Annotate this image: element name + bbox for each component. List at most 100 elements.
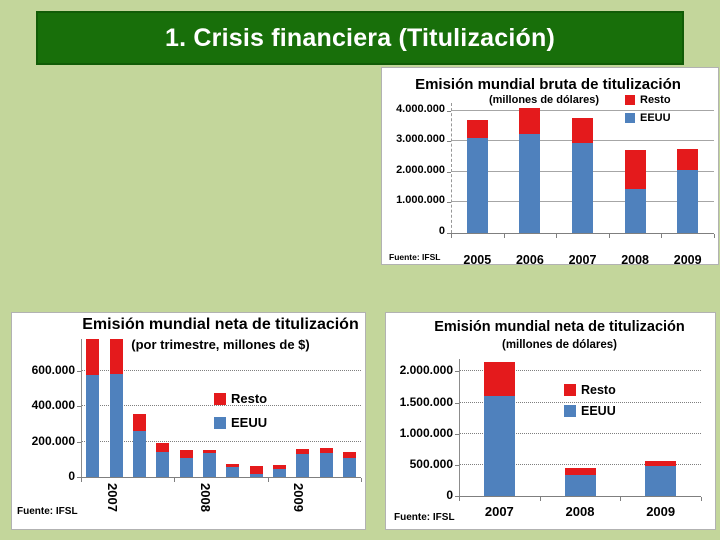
bar-2009-t2 xyxy=(296,448,310,477)
bar-2006 xyxy=(519,107,541,233)
bar-segment-eeuu xyxy=(677,170,699,233)
legend-swatch-icon xyxy=(625,113,635,123)
bar-segment-eeuu xyxy=(226,466,240,477)
chart-subtitle: (por trimestre, millones de $) xyxy=(131,337,310,352)
x-axis-tick-mark xyxy=(701,497,702,501)
y-axis-tick-label: 0 xyxy=(438,225,445,237)
x-axis-label: 2006 xyxy=(515,253,544,267)
y-axis-tick-label: 500.000 xyxy=(409,456,453,471)
bar-2009-t4 xyxy=(342,452,356,477)
bar-segment-resto xyxy=(519,107,541,134)
chart-panel-net-annual: Emisión mundial neta de titulización (mi… xyxy=(385,312,716,530)
bar-segment-eeuu xyxy=(319,453,333,477)
bar-segment-eeuu xyxy=(572,142,593,233)
y-axis-tick-mark xyxy=(447,171,451,173)
bar-2007-t1 xyxy=(86,339,100,477)
y-axis-tick-mark xyxy=(447,110,451,112)
legend: Resto EEUU xyxy=(564,383,616,418)
bar-segment-eeuu xyxy=(202,453,216,477)
x-axis-tick-mark xyxy=(459,497,460,501)
y-axis-tick-mark xyxy=(455,371,459,373)
y-axis-tick-mark xyxy=(77,406,81,408)
chart-subtitle: (millones de dólares) xyxy=(501,339,618,351)
legend-item-eeuu: EEUU xyxy=(625,112,671,124)
bar-segment-eeuu xyxy=(564,475,596,496)
y-axis-tick-label: 2.000.000 xyxy=(399,363,453,378)
x-axis-tick-mark xyxy=(620,497,622,501)
bar-segment-eeuu xyxy=(109,374,123,477)
bar-segment-resto xyxy=(677,148,699,171)
bar-segment-resto xyxy=(272,465,286,470)
bar-segment-resto xyxy=(202,449,216,454)
bar-segment-eeuu xyxy=(86,375,100,477)
x-axis-label: 2008 xyxy=(621,253,649,267)
y-axis-tick-label: 400.000 xyxy=(31,398,75,413)
bar-segment-eeuu xyxy=(249,474,263,477)
y-axis-tick-label: 2.000.000 xyxy=(396,163,445,176)
x-axis-tick-mark xyxy=(556,234,558,238)
x-axis-tick-mark xyxy=(503,234,505,238)
chart-panel-net-quarterly: Emisión mundial neta de titulización (po… xyxy=(11,312,366,530)
bar-segment-resto xyxy=(86,339,100,376)
bar-segment-eeuu xyxy=(179,457,193,477)
bar-2007 xyxy=(572,118,593,233)
bar-segment-eeuu xyxy=(156,452,170,477)
x-axis-line xyxy=(459,496,701,497)
legend-label: EEUU xyxy=(640,112,671,124)
legend-swatch-icon xyxy=(564,384,576,396)
bar-segment-resto xyxy=(564,467,596,476)
legend-label: EEUU xyxy=(231,415,268,430)
x-axis-tick-mark xyxy=(608,234,610,238)
bar-2008-t1 xyxy=(179,450,193,477)
bar-segment-eeuu xyxy=(466,138,488,233)
legend-label: EEUU xyxy=(581,404,616,418)
y-axis-tick-mark xyxy=(77,477,81,478)
y-axis-line xyxy=(451,103,452,233)
bar-2008 xyxy=(624,150,646,233)
gridline xyxy=(81,369,361,371)
bar-segment-eeuu xyxy=(342,458,356,477)
y-axis-tick-mark xyxy=(77,441,81,443)
bar-segment-resto xyxy=(483,362,515,397)
gridline xyxy=(459,463,701,465)
y-axis-tick-label: 0 xyxy=(446,488,453,502)
x-axis-group-label: 2007 xyxy=(104,483,120,512)
gridline xyxy=(459,401,701,403)
x-axis-line xyxy=(81,477,361,478)
legend-label: Resto xyxy=(640,94,671,106)
bar-2009 xyxy=(677,148,699,233)
legend-item-eeuu: EEUU xyxy=(214,415,267,430)
y-axis-tick-label: 3.000.000 xyxy=(396,133,445,146)
legend-label: Resto xyxy=(231,391,268,406)
legend-swatch-icon xyxy=(625,95,635,105)
y-axis-tick-mark xyxy=(77,370,81,372)
bar-2008-t2 xyxy=(202,449,216,477)
legend-label: Resto xyxy=(581,383,616,397)
chart-title: Emisión mundial bruta de titulización xyxy=(415,76,681,93)
bar-segment-eeuu xyxy=(519,133,541,233)
plot-area xyxy=(81,339,361,477)
source-note: Fuente: IFSL xyxy=(17,506,78,517)
bar-2008-t3 xyxy=(226,463,240,477)
x-axis-label: 2008 xyxy=(565,504,595,519)
source-note: Fuente: IFSL xyxy=(394,512,455,523)
legend: Resto EEUU xyxy=(214,391,267,430)
y-axis-tick-mark xyxy=(455,433,459,435)
chart-panel-gross-issuance: Emisión mundial bruta de titulización (m… xyxy=(381,67,719,267)
bar-segment-resto xyxy=(572,118,593,143)
legend-swatch-icon xyxy=(214,392,226,405)
bar-segment-resto xyxy=(109,339,123,375)
gridline xyxy=(459,432,701,434)
bar-2009-t1 xyxy=(272,465,286,477)
x-axis-tick-mark xyxy=(661,234,663,238)
bar-2005 xyxy=(466,119,488,233)
x-axis-tick-mark xyxy=(451,234,452,238)
y-axis-line xyxy=(459,359,460,496)
plot-area xyxy=(459,359,701,496)
x-axis-label: 2009 xyxy=(646,504,676,519)
gridline xyxy=(451,109,714,111)
bar-segment-resto xyxy=(342,452,356,459)
bar-segment-resto xyxy=(156,443,170,453)
bar-segment-resto xyxy=(249,465,263,475)
